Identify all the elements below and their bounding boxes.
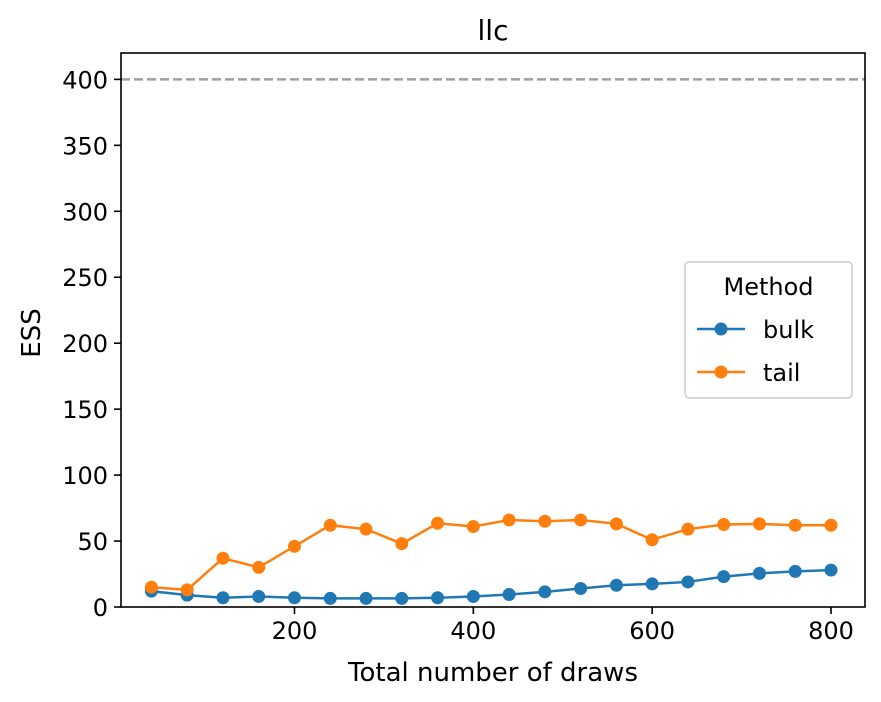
data-point-bulk: [466, 589, 480, 603]
y-tick-label: 50: [77, 528, 108, 556]
data-point-bulk: [323, 591, 337, 605]
x-tick-label: 400: [450, 617, 496, 645]
x-tick-label: 600: [629, 617, 675, 645]
data-point-tail: [645, 533, 659, 547]
data-point-bulk: [538, 585, 552, 599]
data-point-tail: [609, 517, 623, 531]
data-point-bulk: [216, 591, 230, 605]
y-tick-label: 200: [62, 330, 108, 358]
data-point-tail: [681, 522, 695, 536]
y-axis-label: ESS: [17, 308, 47, 357]
data-point-tail: [431, 516, 445, 530]
y-tick-label: 350: [62, 132, 108, 160]
data-point-tail: [216, 551, 230, 565]
data-point-tail: [466, 520, 480, 534]
data-point-bulk: [752, 566, 766, 580]
data-point-bulk: [252, 589, 266, 603]
y-tick-label: 300: [62, 198, 108, 226]
x-tick-label: 800: [808, 617, 854, 645]
y-tick-label: 0: [93, 594, 108, 622]
data-point-tail: [395, 537, 409, 551]
data-point-bulk: [359, 591, 373, 605]
x-axis-label: Total number of draws: [347, 658, 638, 688]
data-point-bulk: [287, 591, 301, 605]
y-tick-label: 150: [62, 396, 108, 424]
data-point-bulk: [788, 564, 802, 578]
data-point-bulk: [645, 577, 659, 591]
y-tick-label: 100: [62, 462, 108, 490]
plot-area: 200 400 600 800 0 50 100 150 200 250 300 350 400: [62, 52, 866, 645]
data-point-tail: [287, 539, 301, 553]
data-point-tail: [144, 580, 158, 594]
legend-marker-tail: [714, 365, 728, 379]
legend-label-tail: tail: [763, 359, 800, 387]
data-point-tail: [252, 560, 266, 574]
data-point-tail: [752, 517, 766, 531]
data-point-tail: [538, 514, 552, 528]
data-point-tail: [717, 518, 731, 532]
data-point-tail: [824, 518, 838, 532]
data-point-tail: [788, 518, 802, 532]
y-tick-label: 250: [62, 264, 108, 292]
data-point-bulk: [395, 591, 409, 605]
data-point-tail: [502, 513, 516, 527]
legend-label-bulk: bulk: [763, 316, 814, 344]
data-point-bulk: [681, 575, 695, 589]
y-tick-label: 400: [62, 66, 108, 94]
chart-title: llc: [478, 14, 509, 47]
data-point-bulk: [824, 563, 838, 577]
legend-title: Method: [723, 273, 813, 301]
axes-frame: [120, 52, 866, 608]
data-point-bulk: [502, 587, 516, 601]
data-point-tail: [323, 518, 337, 532]
data-point-tail: [180, 583, 194, 597]
data-point-bulk: [717, 570, 731, 584]
data-point-tail: [574, 513, 588, 527]
legend-box: [684, 261, 853, 399]
legend-marker-bulk: [714, 322, 728, 336]
data-point-bulk: [431, 591, 445, 605]
legend: Method bulk tail: [684, 261, 853, 399]
data-point-bulk: [574, 582, 588, 596]
x-tick-label: 200: [272, 617, 318, 645]
data-point-tail: [359, 522, 373, 536]
data-point-bulk: [609, 578, 623, 592]
